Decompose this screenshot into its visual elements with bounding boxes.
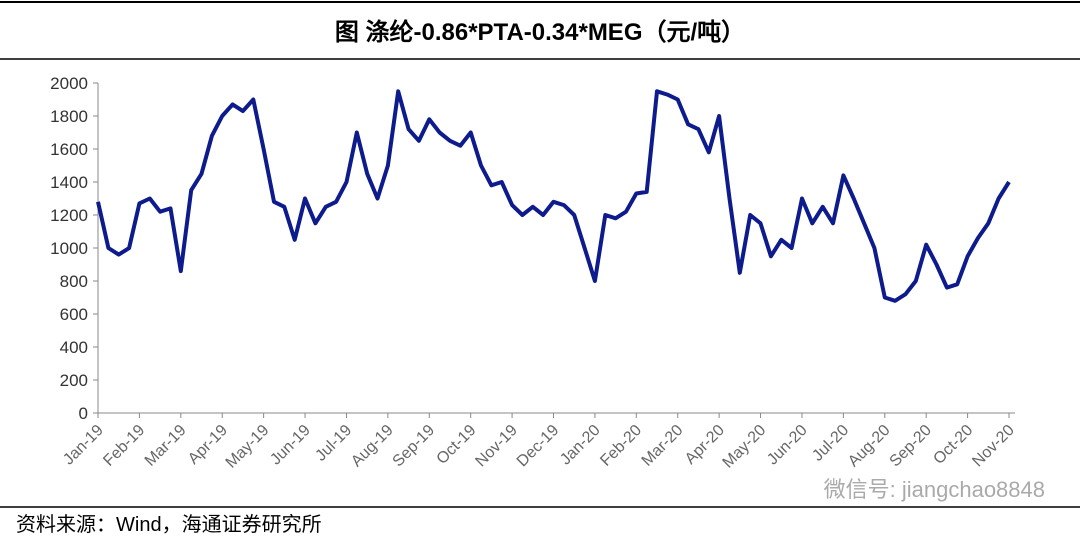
x-tick-label: Oct-20 [930, 422, 976, 468]
x-tick-label: Aug-20 [845, 422, 894, 471]
x-tick-label: Jun-19 [267, 422, 314, 469]
y-tick-label: 600 [60, 305, 88, 324]
x-tick-label: Mar-20 [639, 422, 687, 470]
x-tick-label: Jan-20 [557, 422, 604, 469]
y-tick-label: 1400 [50, 173, 88, 192]
chart-title: 图 涤纶-0.86*PTA-0.34*MEG（元/吨） [335, 18, 745, 46]
x-tick-label: Nov-20 [969, 422, 1018, 471]
y-tick-label: 1800 [50, 107, 88, 126]
x-tick-label: May-20 [720, 422, 770, 472]
x-tick-label: Jun-20 [764, 422, 811, 469]
y-tick-label: 1200 [50, 206, 88, 225]
x-tick-label: Feb-19 [100, 422, 148, 470]
x-tick-label: Aug-19 [348, 422, 397, 471]
y-tick-label: 400 [60, 338, 88, 357]
x-tick-label: Jan-19 [60, 422, 107, 469]
watermark: 微信号: jiangchao8848 [824, 477, 1045, 502]
x-tick-label: Sep-20 [887, 422, 936, 471]
y-tick-label: 200 [60, 371, 88, 390]
x-tick-label: Mar-19 [142, 422, 190, 470]
data-line [96, 89, 1011, 303]
y-tick-label: 1600 [50, 140, 88, 159]
x-tick-label: Oct-19 [434, 422, 480, 468]
y-tick-label: 1000 [50, 239, 88, 258]
x-tick-label: Nov-19 [472, 422, 521, 471]
x-tick-label: Sep-19 [390, 422, 439, 471]
x-tick-label: Dec-19 [514, 422, 563, 471]
x-tick-label: Feb-20 [597, 422, 645, 470]
source: 资料来源：Wind，海通证券研究所 [16, 513, 322, 536]
y-tick-label: 2000 [50, 74, 88, 93]
y-tick-label: 0 [79, 404, 88, 423]
y-tick-label: 800 [60, 272, 88, 291]
x-tick-label: May-19 [223, 422, 273, 472]
